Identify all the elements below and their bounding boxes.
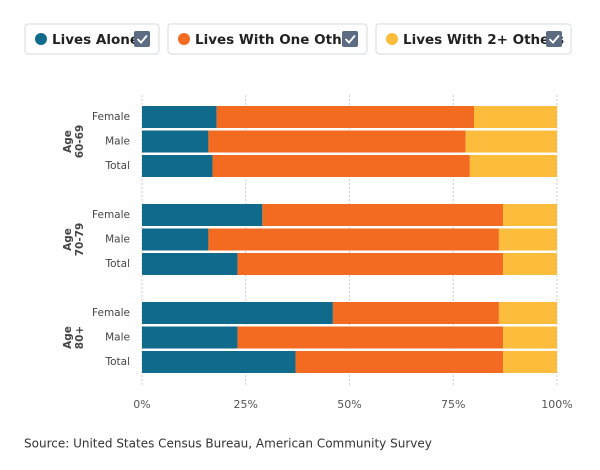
group-label-line: Age	[62, 130, 74, 153]
y-tick-label: Female	[92, 111, 130, 123]
bar-segment	[503, 351, 557, 373]
bar-segment	[503, 204, 557, 226]
x-tick-label: 100%	[541, 398, 572, 411]
bar-segment	[142, 253, 238, 275]
checkbox[interactable]	[546, 31, 562, 47]
x-tick-label: 25%	[234, 398, 258, 411]
bar-segment	[142, 302, 333, 324]
bar-segment	[142, 204, 263, 226]
bar-segment	[237, 253, 504, 275]
source: Source: United States Census Bureau, Ame…	[24, 437, 432, 451]
legend-button[interactable]	[167, 23, 368, 55]
legend-swatch	[386, 33, 398, 45]
checkbox[interactable]	[342, 31, 358, 47]
bar-segment	[503, 253, 557, 275]
checkmark	[548, 34, 560, 44]
bar-segment	[142, 326, 238, 349]
bar-segment	[208, 228, 499, 251]
y-tick-label: Total	[104, 356, 130, 368]
bar-segment	[142, 130, 209, 153]
bar-segment	[469, 155, 557, 177]
bar-segment	[216, 106, 474, 128]
bar-segment	[142, 351, 296, 373]
group-label: Age70-79	[62, 223, 86, 257]
legend-item[interactable]: Lives With 2+ Others	[375, 23, 572, 55]
group-label-line: 70-79	[74, 223, 86, 257]
bar-segment	[262, 204, 504, 226]
legend-button[interactable]	[24, 23, 160, 55]
x-tick-label: 75%	[441, 398, 465, 411]
y-tick-label: Male	[105, 332, 130, 344]
legend-swatch	[178, 33, 190, 45]
checkbox[interactable]	[134, 31, 150, 47]
legend-item[interactable]: Lives With One Other	[167, 23, 368, 55]
checkmark	[344, 34, 356, 44]
legend-label: Lives Alone	[52, 32, 139, 48]
legend-label: Lives With 2+ Others	[403, 32, 564, 48]
legend-label: Lives With One Other	[195, 32, 358, 48]
bar-segment	[498, 302, 557, 324]
legend-swatch	[35, 33, 47, 45]
y-tick-label: Female	[92, 209, 130, 221]
x-tick-label: 50%	[337, 398, 361, 411]
bar-segment	[498, 228, 557, 251]
y-tick-label: Total	[104, 160, 130, 172]
bar-segment	[474, 106, 557, 128]
bar-segment	[142, 155, 213, 177]
legend-item[interactable]: Lives Alone	[24, 23, 160, 55]
bar-segment	[142, 228, 209, 251]
bar-segment	[142, 106, 217, 128]
x-tick-label: 0%	[133, 398, 150, 411]
y-tick-label: Male	[105, 136, 130, 148]
group-label-line: 80+	[74, 326, 86, 349]
bar-segment	[332, 302, 499, 324]
group-label-line: Age	[62, 326, 74, 349]
group-label: Age80+	[62, 326, 86, 349]
group-label-line: Age	[62, 228, 74, 251]
y-tick-label: Female	[92, 307, 130, 319]
legend-button[interactable]	[375, 23, 572, 55]
y-tick-label: Total	[104, 258, 130, 270]
group-label-line: 60-69	[74, 125, 86, 159]
bar-segment	[237, 326, 504, 349]
y-tick-label: Male	[105, 234, 130, 246]
group-label: Age60-69	[62, 125, 86, 159]
bar-segment	[465, 130, 557, 153]
bar-segment	[212, 155, 470, 177]
checkmark	[136, 34, 148, 44]
bar-segment	[295, 351, 504, 373]
bar-segment	[503, 326, 557, 349]
bar-segment	[208, 130, 466, 153]
